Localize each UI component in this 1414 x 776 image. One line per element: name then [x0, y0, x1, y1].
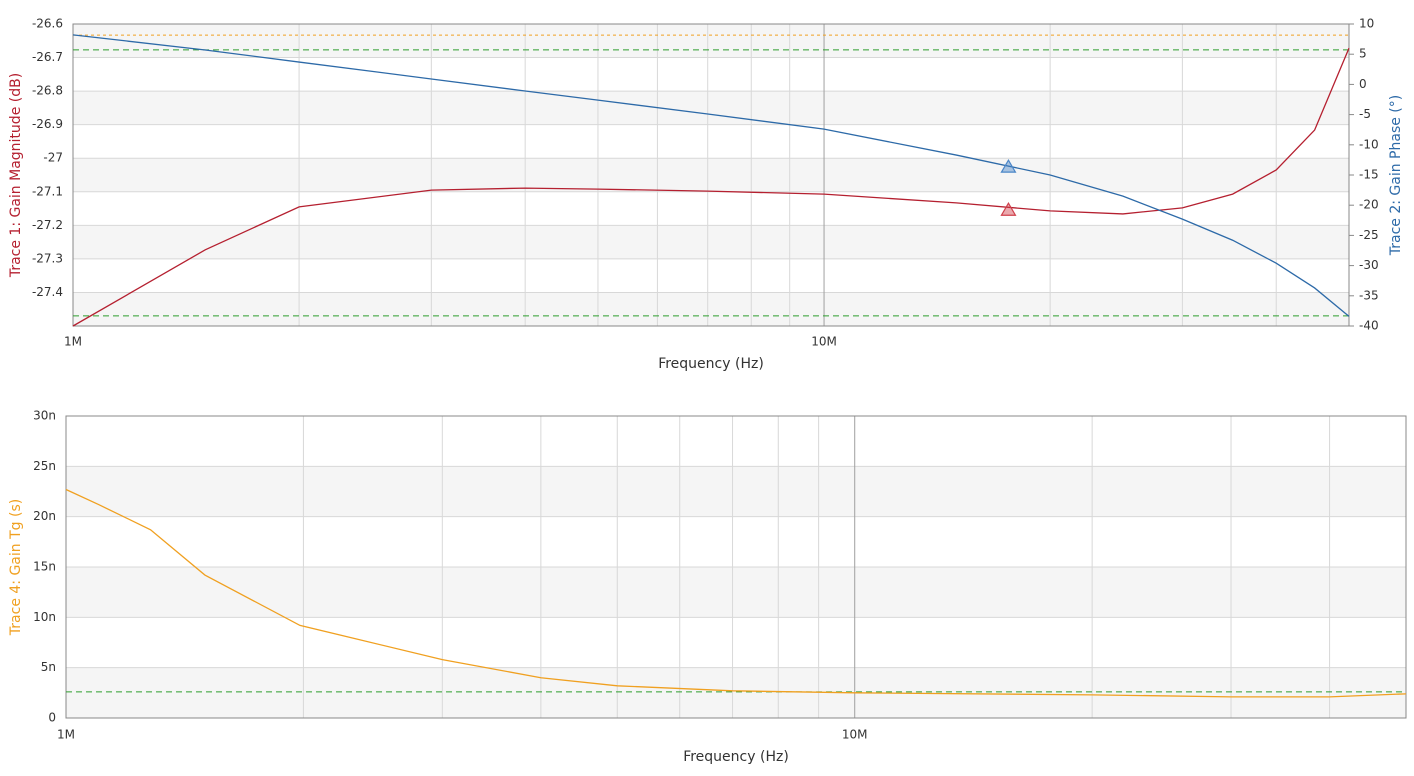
y2-tick-label: -10 [1359, 137, 1379, 151]
series-line [72, 34, 1350, 317]
y-tick-label: 0 [48, 711, 56, 725]
y-tick-label: -26.6 [32, 17, 63, 31]
y2-tick-label: -30 [1359, 258, 1379, 272]
y2-tick-label: -15 [1359, 168, 1379, 182]
y-tick-label: 25n [33, 459, 56, 473]
y-tick-label: -27.1 [32, 184, 63, 198]
y-tick-label: -27.4 [32, 285, 63, 299]
y-tick-label: -26.8 [32, 84, 63, 98]
marker [1000, 158, 1017, 173]
y-tick-label: -27.2 [32, 218, 63, 232]
y-tick-label: -26.9 [32, 117, 63, 131]
y2-tick-label: 5 [1359, 47, 1367, 61]
y2-tick-label: 10 [1359, 17, 1374, 31]
y2-tick-label: -40 [1359, 319, 1379, 333]
plot-band [73, 292, 1349, 326]
y-tick-label: 10n [33, 610, 56, 624]
y-axis-title: Trace 1: Gain Magnitude (dB) [8, 73, 24, 278]
plot-band [73, 158, 1349, 192]
x-axis-title: Frequency (Hz) [658, 356, 764, 372]
y2-tick-label: -35 [1359, 288, 1379, 302]
y-tick-label: -27 [43, 151, 63, 165]
marker [1000, 202, 1017, 216]
plot-band [73, 225, 1349, 259]
y-tick-label: -26.7 [32, 50, 63, 64]
plot-band [73, 24, 1349, 58]
series-line [65, 488, 1407, 698]
y2-tick-label: -20 [1359, 198, 1379, 212]
x-axis-title: Frequency (Hz) [683, 749, 789, 765]
y-tick-label: 20n [33, 509, 56, 523]
plot-band [66, 567, 1406, 618]
plot-band [73, 91, 1349, 125]
plot-band [66, 466, 1406, 517]
x-tick-label: 10M [842, 728, 868, 742]
x-tick-label: 10M [811, 335, 837, 349]
plot-frame [65, 415, 1407, 719]
y2-tick-label: -5 [1359, 107, 1371, 121]
y2-tick-label: 0 [1359, 77, 1367, 91]
x-tick-label: 1M [57, 728, 75, 742]
y-tick-label: 5n [41, 660, 56, 674]
y-tick-label: -27.3 [32, 251, 63, 265]
plot-frame [72, 23, 1350, 327]
y-tick-label: 30n [33, 409, 56, 423]
plot-band [66, 667, 1406, 718]
series-line [72, 47, 1350, 327]
y-tick-label: 15n [33, 560, 56, 574]
x-tick-label: 1M [64, 335, 82, 349]
y-axis-title: Trace 4: Gain Tg (s) [8, 499, 24, 636]
y2-axis-title: Trace 2: Gain Phase (°) [1388, 95, 1404, 256]
y2-tick-label: -25 [1359, 228, 1379, 242]
